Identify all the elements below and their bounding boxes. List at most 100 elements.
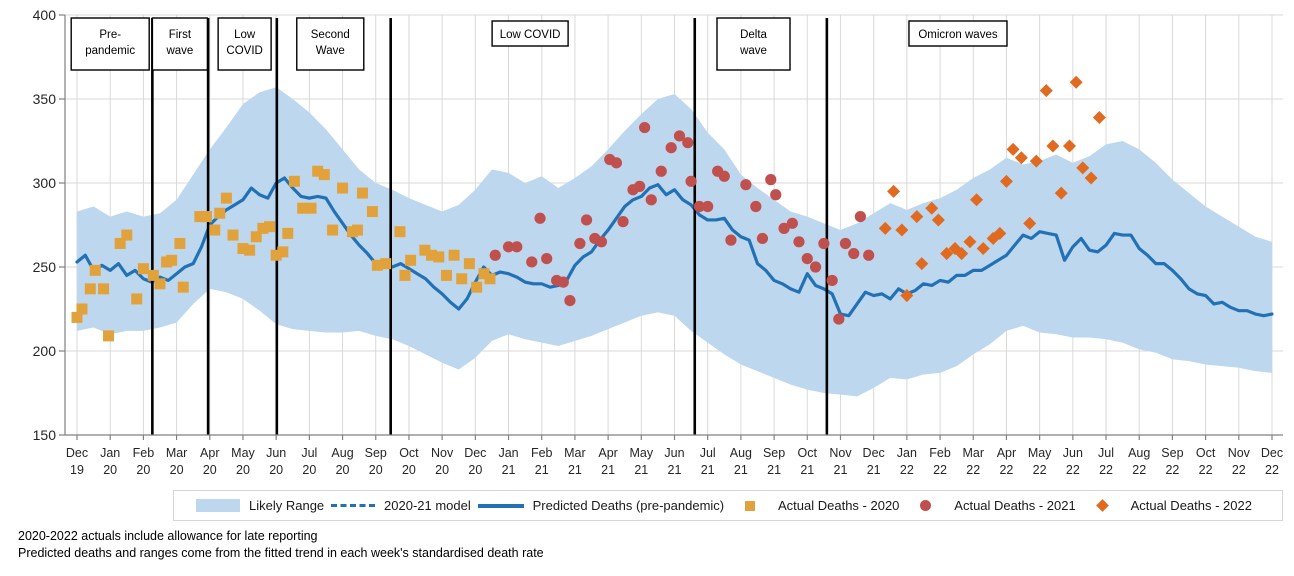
svg-text:20: 20 <box>136 463 150 477</box>
actual-2021-point <box>848 247 860 260</box>
svg-text:21: 21 <box>634 463 648 477</box>
svg-text:Mar: Mar <box>166 446 188 460</box>
actual-2020-point <box>174 237 186 249</box>
svg-text:Feb: Feb <box>133 446 155 460</box>
actual-2020-point <box>282 227 294 239</box>
svg-text:400: 400 <box>33 7 57 23</box>
svg-text:Nov: Nov <box>431 446 454 460</box>
svg-text:350: 350 <box>33 91 57 107</box>
actual-2020-point <box>71 311 83 323</box>
actual-2020-point <box>154 278 166 290</box>
actual-2021-point <box>702 200 714 213</box>
actual-2022-point <box>963 235 977 249</box>
legend-label: Actual Deaths - 2021 <box>954 498 1076 513</box>
svg-text:Jun: Jun <box>664 446 684 460</box>
actual-2020-point <box>264 221 276 233</box>
svg-text:COVID: COVID <box>226 45 262 57</box>
actual-2020-point <box>137 263 149 275</box>
actual-2021-point <box>557 276 569 288</box>
actual-2020-point <box>419 244 431 256</box>
actual-2020-point <box>351 224 363 236</box>
actual-2020-point <box>131 293 143 305</box>
svg-text:May: May <box>1028 446 1052 460</box>
svg-text:Low: Low <box>234 29 256 41</box>
legend-swatch-diamond-icon <box>1095 499 1109 512</box>
svg-text:22: 22 <box>900 463 914 477</box>
svg-text:Jul: Jul <box>1098 446 1114 460</box>
actual-2021-point <box>833 313 845 325</box>
actual-2020-point <box>312 165 324 177</box>
actual-2021-point <box>682 137 694 149</box>
svg-text:Feb: Feb <box>531 446 553 460</box>
svg-text:21: 21 <box>535 463 549 477</box>
actual-2021-point <box>511 241 523 253</box>
actual-2020-point <box>394 226 406 238</box>
actual-2021-point <box>634 180 646 192</box>
svg-text:wave: wave <box>165 45 193 57</box>
actual-2020-point <box>405 254 417 266</box>
actual-2020-point <box>305 202 317 214</box>
actual-2021-point <box>655 165 667 177</box>
svg-text:20: 20 <box>236 463 250 477</box>
svg-text:300: 300 <box>33 175 57 191</box>
actual-2022-point <box>915 257 929 271</box>
svg-text:May: May <box>629 446 653 460</box>
svg-text:200: 200 <box>33 343 57 359</box>
legend-item-actual-2020: Actual Deaths - 2020 <box>731 498 899 513</box>
actual-2021-point <box>756 232 769 245</box>
actual-deaths-2022-series <box>878 75 1106 303</box>
actual-2022-point <box>1084 171 1098 185</box>
actual-2020-point <box>147 269 159 281</box>
wave-label-box: Pre-pandemic <box>70 17 150 71</box>
actual-2021-point <box>564 295 576 307</box>
actual-2020-point <box>257 222 269 234</box>
actual-2021-point <box>740 179 752 191</box>
actual-2021-point <box>574 237 586 250</box>
actual-2021-point <box>685 175 697 187</box>
actual-2021-point <box>665 142 677 154</box>
actual-2020-point <box>177 281 189 293</box>
actual-2021-point <box>826 274 838 287</box>
svg-text:20: 20 <box>402 463 416 477</box>
actual-2022-point <box>1063 139 1077 153</box>
svg-text:Jul: Jul <box>700 446 716 460</box>
svg-text:22: 22 <box>1132 463 1146 477</box>
svg-text:Mar: Mar <box>564 446 586 460</box>
actual-2022-point <box>895 223 909 237</box>
wave-label-box: Low COVID <box>217 17 272 71</box>
svg-text:May: May <box>231 446 255 460</box>
svg-text:Apr: Apr <box>200 446 219 460</box>
actual-2020-point <box>277 246 289 258</box>
svg-text:22: 22 <box>966 463 980 477</box>
footnote-late-reporting: 2020-2022 actuals include allowance for … <box>18 529 318 543</box>
svg-text:20: 20 <box>302 463 316 477</box>
actual-2020-point <box>220 192 232 204</box>
wave-label-box: Low COVID <box>491 20 569 47</box>
actual-deaths-2021-series <box>489 121 875 325</box>
actual-2020-point <box>270 249 282 261</box>
svg-text:21: 21 <box>502 463 516 477</box>
legend-swatch-circle-icon <box>920 500 932 511</box>
actual-2020-point <box>448 249 460 261</box>
actual-2021-point <box>765 174 777 186</box>
actual-2021-point <box>595 236 608 248</box>
actual-2022-point <box>1006 142 1020 156</box>
actual-2021-point <box>809 261 822 273</box>
actual-2021-point <box>502 241 515 253</box>
actual-2020-point <box>440 269 452 281</box>
svg-text:22: 22 <box>1066 463 1080 477</box>
svg-text:First: First <box>169 29 192 41</box>
svg-text:Pre-: Pre- <box>99 29 121 41</box>
svg-text:Sep: Sep <box>1161 446 1183 460</box>
svg-text:Apr: Apr <box>997 446 1016 460</box>
actual-2020-point <box>478 268 490 280</box>
svg-text:Dec: Dec <box>66 446 88 460</box>
svg-text:Aug: Aug <box>730 446 752 460</box>
actual-2022-point <box>887 184 901 198</box>
svg-text:21: 21 <box>601 463 615 477</box>
actual-2022-point <box>940 247 954 261</box>
legend-swatch-line-icon <box>477 503 524 508</box>
actual-2021-point <box>541 253 553 265</box>
svg-text:Oct: Oct <box>399 446 419 460</box>
svg-text:20: 20 <box>369 463 383 477</box>
